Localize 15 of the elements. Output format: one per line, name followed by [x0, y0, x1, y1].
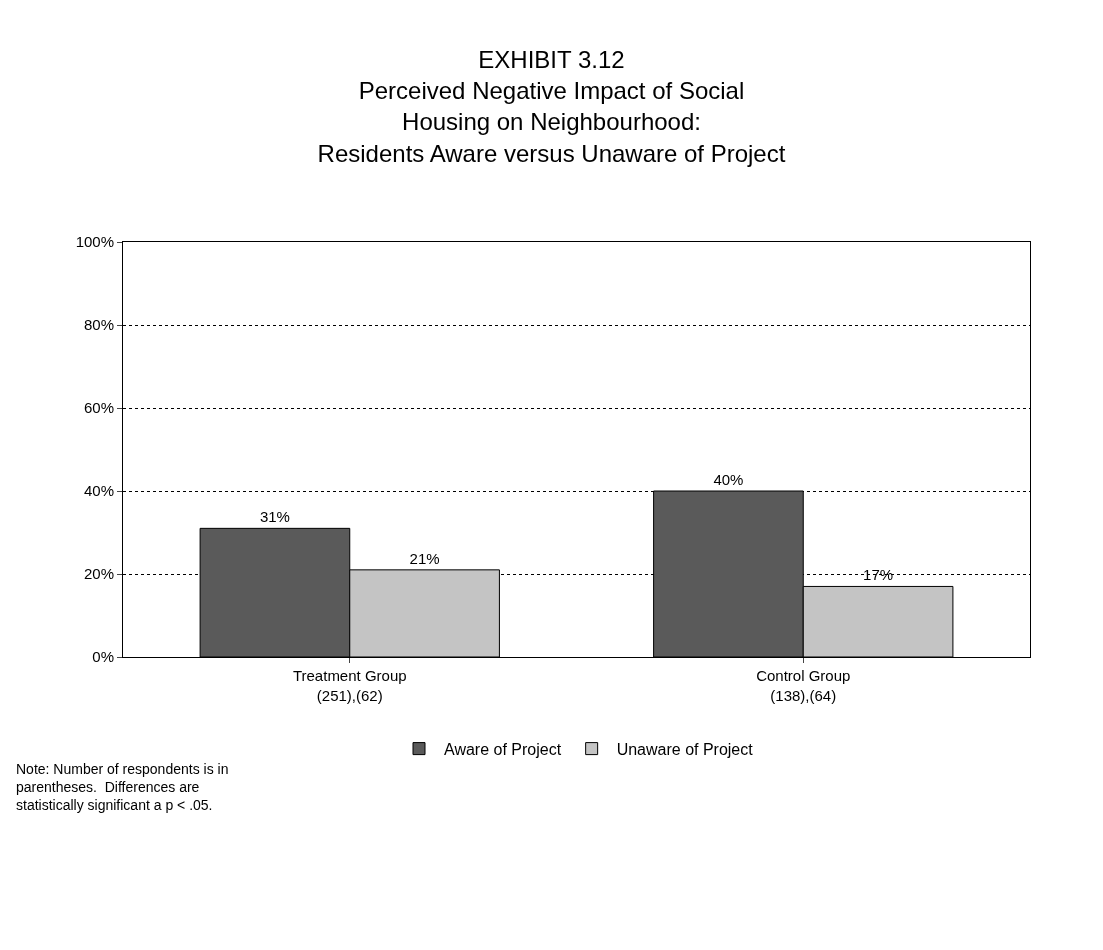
- legend-label: Aware of Project: [444, 740, 562, 758]
- chart-title: EXHIBIT 3.12 Perceived Negative Impact of Social Housing on Neighbourhood: Residents Aware versus Unaware of Project: [317, 46, 786, 167]
- data-label: 40%: [713, 471, 744, 488]
- y-tick-label: 40%: [83, 482, 114, 500]
- data-label: 21%: [409, 549, 440, 567]
- text: Note: Number of respondents is in parentheses. Differences are statistically significant a p < .05.: [16, 761, 229, 814]
- y-tick-label: 0%: [92, 648, 114, 666]
- data-label: 31%: [259, 508, 290, 526]
- x-tick-label: Control Group (138),(64): [756, 667, 851, 704]
- x-tick-label: Treatment Group (251),(62): [292, 667, 407, 704]
- y-tick-label: 100%: [75, 233, 114, 251]
- y-tick-label: 60%: [83, 399, 114, 417]
- y-tick-label: 80%: [83, 316, 114, 334]
- y-tick-label: 20%: [83, 565, 114, 583]
- legend-label: Unaware of Project: [616, 740, 754, 758]
